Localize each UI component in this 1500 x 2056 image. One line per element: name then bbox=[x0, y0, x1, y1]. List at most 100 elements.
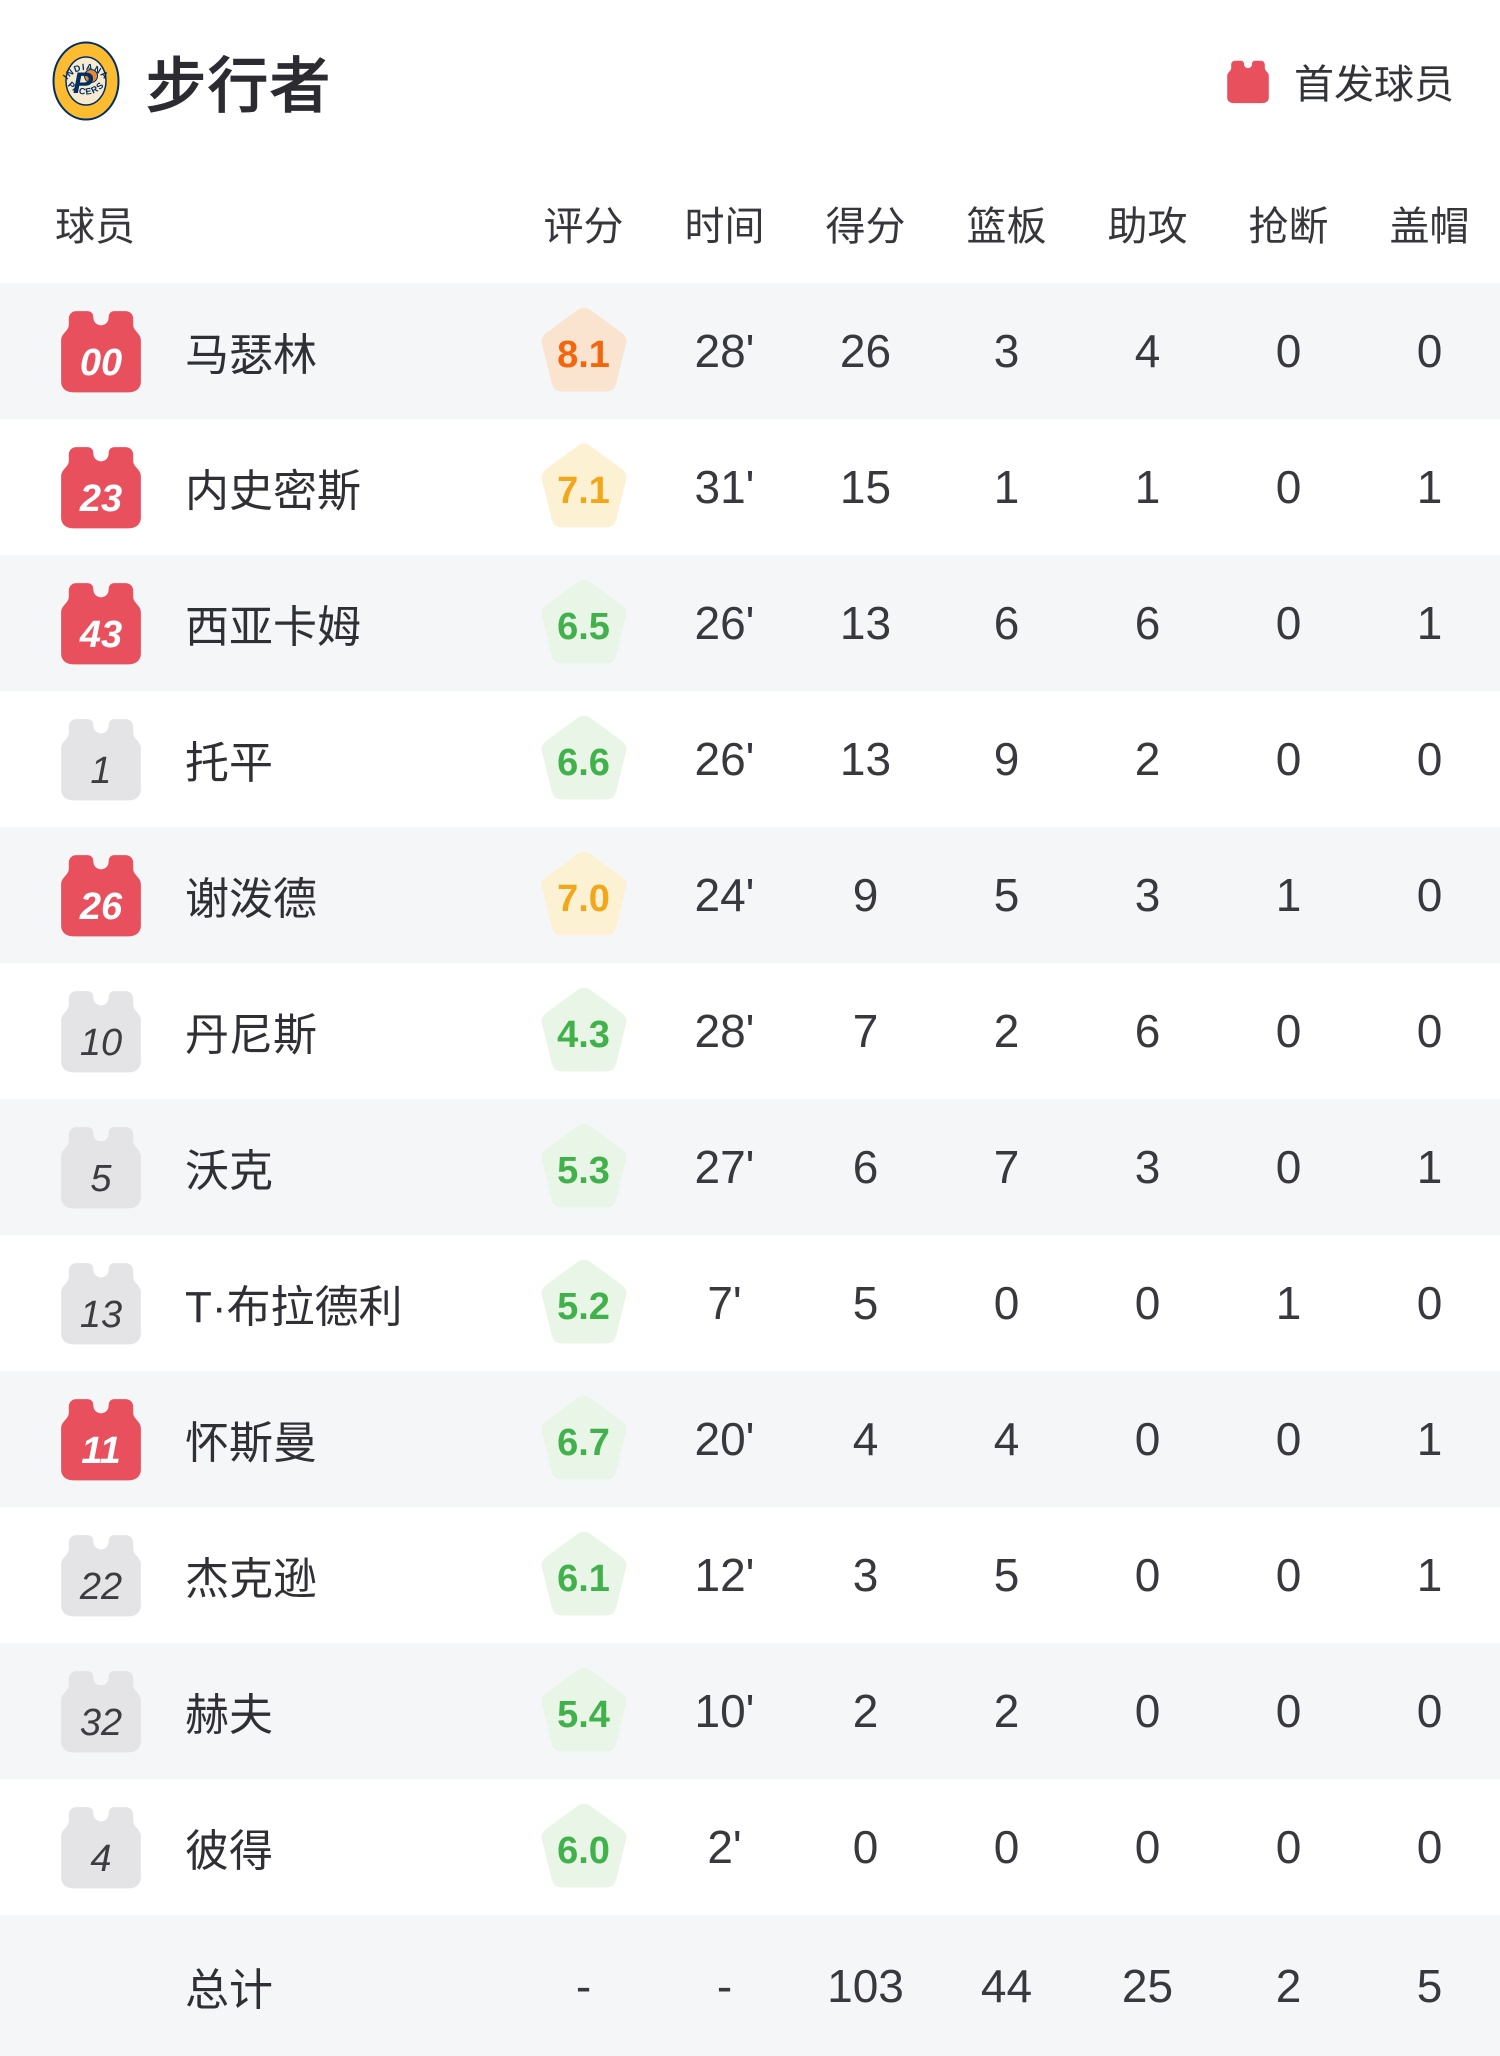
table-row[interactable]: 23 内史密斯 7.1 31' 15 1 1 0 1 bbox=[0, 419, 1500, 555]
player-cell: 32 赫夫 bbox=[0, 1668, 513, 1754]
jersey-icon: 26 bbox=[55, 852, 147, 938]
assists-cell: 0 bbox=[1134, 1413, 1161, 1465]
time-cell: 28' bbox=[694, 1005, 755, 1057]
table-row[interactable]: 10 丹尼斯 4.3 28' 7 2 6 0 0 bbox=[0, 963, 1500, 1099]
points-cell: 13 bbox=[839, 597, 892, 649]
jersey-icon: 5 bbox=[55, 1124, 147, 1210]
jersey-icon: 32 bbox=[55, 1668, 147, 1754]
table-row[interactable]: 11 怀斯曼 6.7 20' 4 4 0 0 1 bbox=[0, 1371, 1500, 1507]
jersey-number: 23 bbox=[79, 477, 123, 520]
rating-cell: 6.6 bbox=[513, 714, 654, 804]
rating-cell: 6.0 bbox=[513, 1802, 654, 1892]
rebounds-cell: 0 bbox=[993, 1821, 1020, 1873]
pentagon-icon bbox=[541, 1395, 626, 1480]
rating-cell: 6.1 bbox=[513, 1530, 654, 1620]
pentagon-icon bbox=[541, 987, 626, 1072]
player-name: T·布拉德利 bbox=[185, 1283, 403, 1332]
jersey-number: 00 bbox=[79, 341, 123, 384]
pentagon-icon bbox=[541, 307, 626, 392]
pentagon-icon bbox=[541, 851, 626, 936]
points-cell: 2 bbox=[852, 1685, 879, 1737]
player-cell: 5 沃克 bbox=[0, 1124, 513, 1210]
rating-badge: 7.0 bbox=[539, 850, 629, 940]
total-label: 总计 bbox=[185, 1965, 273, 2015]
player-name: 怀斯曼 bbox=[185, 1419, 317, 1468]
total-assists-cell: 25 bbox=[1121, 1959, 1174, 2012]
total-time-cell: - bbox=[716, 1959, 733, 2012]
rating-cell: 7.1 bbox=[513, 442, 654, 532]
jersey-number: 5 bbox=[90, 1157, 112, 1200]
assists-cell: 6 bbox=[1134, 1005, 1161, 1057]
jersey-number: 26 bbox=[79, 885, 123, 928]
rating-badge: 4.3 bbox=[539, 986, 629, 1076]
pentagon-icon bbox=[541, 579, 626, 664]
table-row[interactable]: 43 西亚卡姆 6.5 26' 13 6 6 0 1 bbox=[0, 555, 1500, 691]
table-row[interactable]: 1 托平 6.6 26' 13 9 2 0 0 bbox=[0, 691, 1500, 827]
steals-cell: 0 bbox=[1275, 325, 1302, 377]
player-name: 丹尼斯 bbox=[185, 1011, 317, 1060]
time-cell: 26' bbox=[694, 597, 755, 649]
column-header-assists: 助攻 bbox=[1107, 204, 1188, 249]
svg-text:P: P bbox=[73, 67, 94, 100]
rating-cell: 8.1 bbox=[513, 306, 654, 396]
jersey-number: 4 bbox=[90, 1837, 112, 1880]
total-label-cell: 总计 bbox=[0, 1954, 513, 2018]
column-header-player: 球员 bbox=[55, 204, 135, 249]
total-row: 总计 - - 103 44 25 2 5 bbox=[0, 1915, 1500, 2056]
jersey-icon: 00 bbox=[55, 308, 147, 394]
player-cell: 22 杰克逊 bbox=[0, 1532, 513, 1618]
jersey-icon: 43 bbox=[55, 580, 147, 666]
player-cell: 13 T·布拉德利 bbox=[0, 1260, 513, 1346]
player-name: 赫夫 bbox=[185, 1691, 273, 1740]
steals-cell: 0 bbox=[1275, 1413, 1302, 1465]
rebounds-cell: 0 bbox=[993, 1277, 1020, 1329]
rebounds-cell: 2 bbox=[993, 1005, 1020, 1057]
table-row[interactable]: 22 杰克逊 6.1 12' 3 5 0 0 1 bbox=[0, 1507, 1500, 1643]
table-row[interactable]: 4 彼得 6.0 2' 0 0 0 0 0 bbox=[0, 1779, 1500, 1915]
jersey-number: 10 bbox=[79, 1021, 123, 1064]
rating-value: 5.2 bbox=[557, 1285, 610, 1328]
svg-text:PACERS: PACERS bbox=[66, 80, 106, 97]
table-row[interactable]: 32 赫夫 5.4 10' 2 2 0 0 0 bbox=[0, 1643, 1500, 1779]
points-cell: 9 bbox=[852, 869, 879, 921]
rating-badge: 5.2 bbox=[539, 1258, 629, 1348]
assists-cell: 0 bbox=[1134, 1277, 1161, 1329]
table-row[interactable]: 13 T·布拉德利 5.2 7' 5 0 0 1 0 bbox=[0, 1235, 1500, 1371]
player-cell: 26 谢泼德 bbox=[0, 852, 513, 938]
blocks-cell: 0 bbox=[1416, 1005, 1443, 1057]
points-cell: 26 bbox=[839, 325, 892, 377]
assists-cell: 0 bbox=[1134, 1685, 1161, 1737]
column-header-rating: 评分 bbox=[543, 204, 624, 249]
steals-cell: 0 bbox=[1275, 1141, 1302, 1193]
jersey-icon: 23 bbox=[55, 444, 147, 530]
pentagon-icon bbox=[541, 443, 626, 528]
blocks-cell: 0 bbox=[1416, 733, 1443, 785]
blocks-cell: 0 bbox=[1416, 1277, 1443, 1329]
rating-badge: 7.1 bbox=[539, 442, 629, 532]
rating-value: 6.6 bbox=[557, 741, 610, 784]
assists-cell: 3 bbox=[1134, 1141, 1161, 1193]
jersey-icon: 13 bbox=[55, 1260, 147, 1346]
column-header-blocks: 盖帽 bbox=[1389, 204, 1470, 249]
rating-badge: 6.1 bbox=[539, 1530, 629, 1620]
rebounds-cell: 3 bbox=[993, 325, 1020, 377]
rating-value: 4.3 bbox=[557, 1013, 610, 1056]
table-row[interactable]: 5 沃克 5.3 27' 6 7 3 0 1 bbox=[0, 1099, 1500, 1235]
rating-badge: 6.7 bbox=[539, 1394, 629, 1484]
player-name: 内史密斯 bbox=[185, 467, 361, 516]
total-blocks-cell: 5 bbox=[1416, 1959, 1443, 2012]
rating-value: 7.1 bbox=[557, 469, 610, 512]
table-row[interactable]: 26 谢泼德 7.0 24' 9 5 3 1 0 bbox=[0, 827, 1500, 963]
rebounds-cell: 4 bbox=[993, 1413, 1020, 1465]
table-row[interactable]: 00 马瑟林 8.1 28' 26 3 4 0 0 bbox=[0, 283, 1500, 419]
rating-cell: 4.3 bbox=[513, 986, 654, 1076]
jersey-icon: 4 bbox=[55, 1804, 147, 1890]
points-cell: 7 bbox=[852, 1005, 879, 1057]
column-header-rebounds: 篮板 bbox=[966, 204, 1047, 249]
assists-cell: 0 bbox=[1134, 1821, 1161, 1873]
time-cell: 10' bbox=[694, 1685, 755, 1737]
steals-cell: 0 bbox=[1275, 733, 1302, 785]
rating-badge: 5.4 bbox=[539, 1666, 629, 1756]
blocks-cell: 1 bbox=[1416, 1141, 1443, 1193]
steals-cell: 0 bbox=[1275, 1821, 1302, 1873]
